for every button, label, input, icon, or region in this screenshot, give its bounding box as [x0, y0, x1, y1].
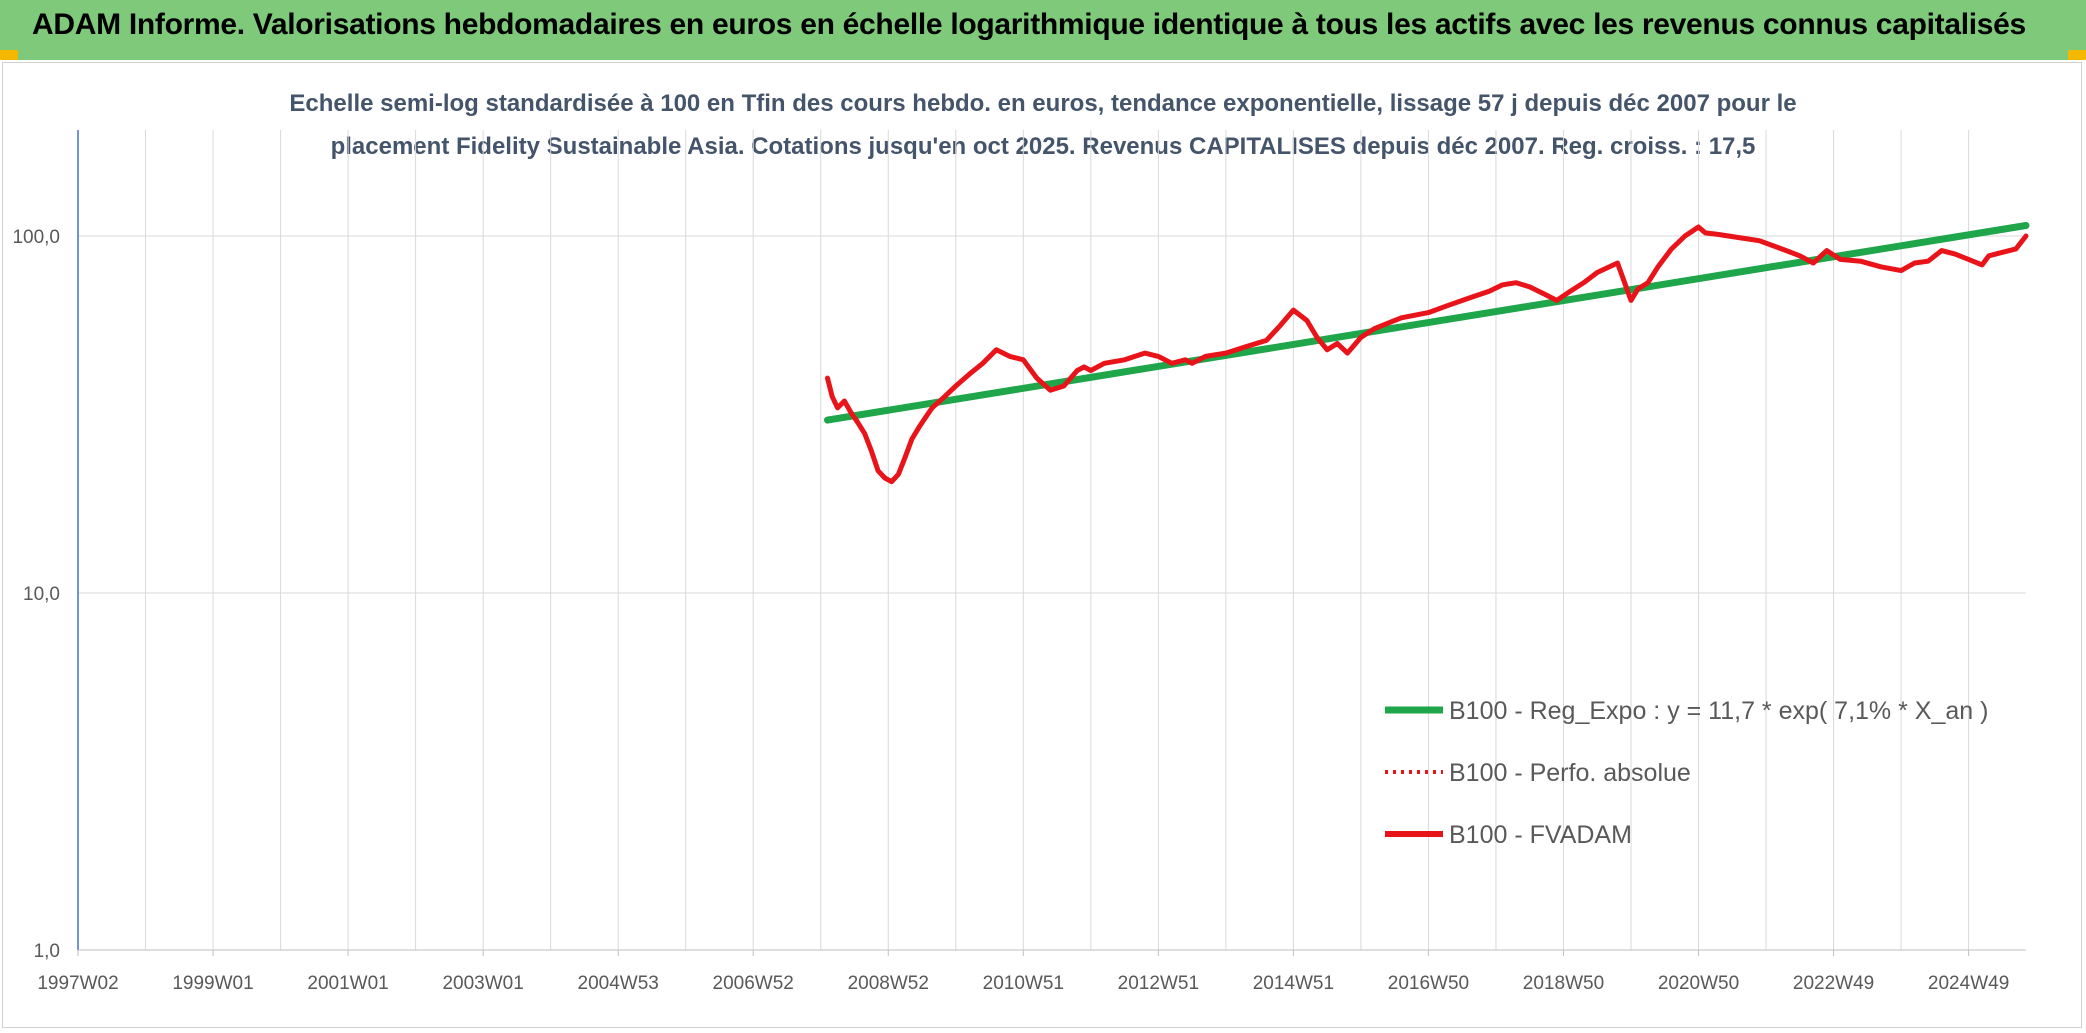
x-tick-label: 2001W01	[307, 973, 388, 994]
series-lines	[824, 222, 2030, 485]
x-tick-label: 2024W49	[1928, 973, 2009, 994]
legend-label-2: B100 - FVADAM	[1449, 821, 1632, 849]
x-tick-label: 2006W52	[713, 973, 794, 994]
series-line-2	[825, 224, 2029, 485]
x-tick-label: 2004W53	[578, 973, 659, 994]
report-header: ADAM Informe. Valorisations hebdomadaire…	[0, 0, 2086, 60]
series-line-0	[824, 222, 2030, 424]
x-tick-label: 2010W51	[983, 973, 1064, 994]
report-title: ADAM Informe. Valorisations hebdomadaire…	[32, 8, 2026, 41]
x-tick-label: 2003W01	[442, 973, 523, 994]
corner-mark-right	[2068, 50, 2086, 60]
chart-frame	[2, 62, 2082, 1028]
x-tick-label: 2022W49	[1793, 973, 1874, 994]
legend-label-1: B100 - Perfo. absolue	[1449, 759, 1691, 787]
x-tick-label: 2018W50	[1523, 973, 1604, 994]
legend: B100 - Reg_Expo : y = 11,7 * exp( 7,1% *…	[1385, 697, 1988, 849]
x-tick-label: 2008W52	[848, 973, 929, 994]
x-tick-label: 2012W51	[1118, 973, 1199, 994]
axes: 1,0 10,0 100,0 1997W02 1999W01 2001W01 2003W01…	[12, 130, 2026, 994]
x-tick-label: 2016W50	[1388, 973, 1469, 994]
chart-title-line-2: placement Fidelity Sustainable Asia. Cot…	[330, 133, 1756, 160]
y-tick-label: 10,0	[23, 584, 60, 605]
x-tick-label: 2014W51	[1253, 973, 1334, 994]
x-tick-label: 2020W50	[1658, 973, 1739, 994]
grid-lines	[77, 130, 2026, 951]
x-tick-label: 1997W02	[37, 973, 118, 994]
x-tick-label: 1999W01	[172, 973, 253, 994]
legend-label-0: B100 - Reg_Expo : y = 11,7 * exp( 7,1% *…	[1449, 697, 1988, 725]
chart-title-line-1: Echelle semi-log standardisée à 100 en T…	[289, 90, 1797, 117]
corner-mark-left	[0, 50, 18, 60]
y-tick-label: 1,0	[34, 941, 60, 962]
y-tick-label: 100,0	[12, 227, 60, 248]
